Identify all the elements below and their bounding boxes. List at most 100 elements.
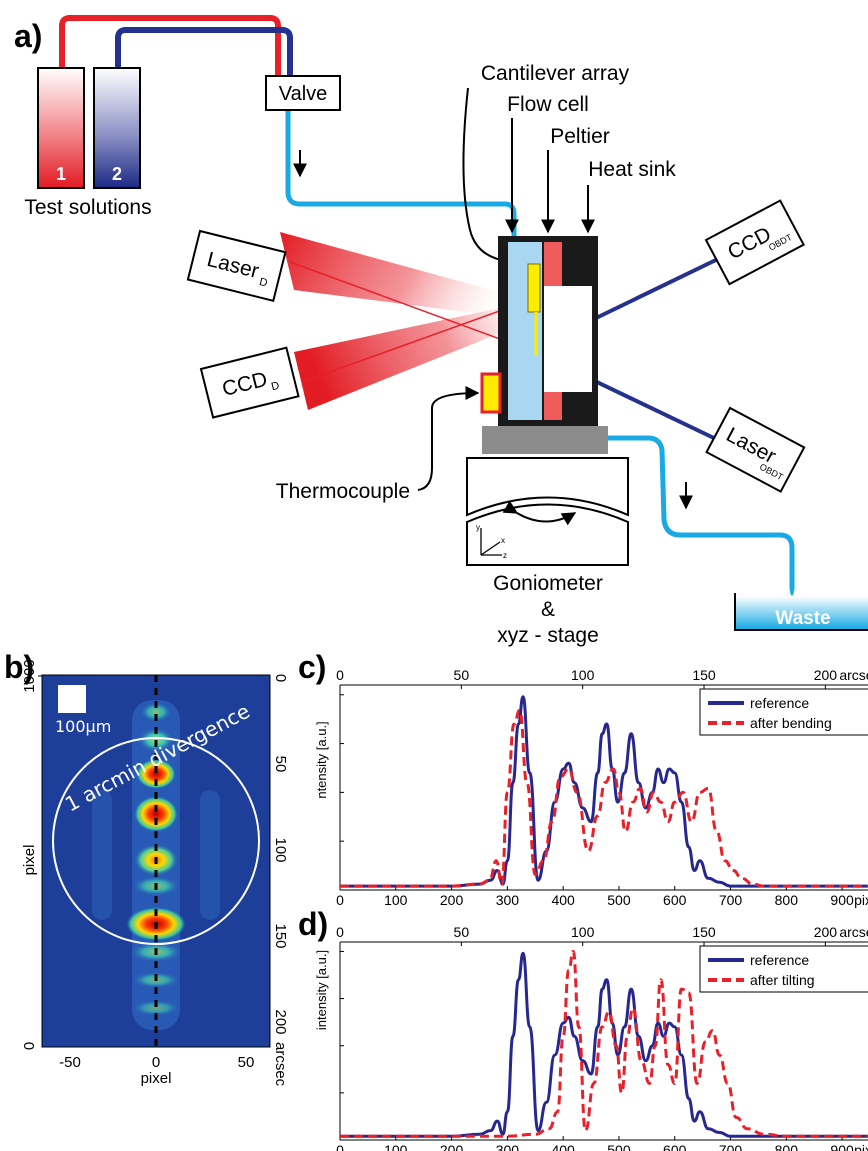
red-tube: [59, 15, 281, 112]
chart-c-xtick-label-0: 0: [336, 892, 344, 908]
panel-b-image: b) 100μm 1 arcmin divergence 1000 0 pixe…: [4, 649, 289, 1087]
scalebar-label: 100μm: [55, 717, 111, 736]
panel-a-setup: a) 1 2 Test solutions Valve Cantilever a…: [14, 15, 868, 647]
ccd-d-subscript: D: [270, 380, 281, 394]
spot-10: [140, 702, 172, 722]
chart-d-toptick-label-150: 150: [692, 924, 716, 940]
cantilever-pointer: [462, 87, 522, 269]
chart-c-toptick-label-50: 50: [454, 667, 470, 683]
chart-c-series-1: [340, 708, 868, 888]
chart-c-series-0: [340, 695, 868, 888]
flow-cell-label: Flow cell: [507, 93, 589, 116]
chart-d-series-1: [339, 949, 868, 1138]
image-bottom-tick-50: 50: [238, 1054, 255, 1071]
ccd-d-beam: [294, 302, 528, 410]
scalebar-square: [58, 685, 86, 713]
waste-label: Waste: [775, 608, 830, 629]
test-solutions-label: Test solutions: [24, 196, 151, 219]
chart-c-legend-label-0: reference: [750, 695, 809, 711]
laser-d-subscript: D: [258, 276, 269, 290]
chart-d-toptick-label-200: 200: [814, 924, 838, 940]
spot-8: [136, 759, 176, 789]
chart-c-xtick-label-300: 300: [496, 892, 520, 908]
chart-c-top-unit: arcsec: [839, 667, 868, 683]
peltier-label: Peltier: [550, 125, 610, 148]
heat-sink-label: Heat sink: [588, 158, 676, 181]
chart-c-xtick-label-600: 600: [663, 892, 687, 908]
chart-d-xtick-label-0: 0: [336, 1142, 344, 1151]
chart-d-xtick-label-800: 800: [775, 1142, 799, 1151]
image-left-tick-0: 0: [21, 1042, 38, 1050]
chart-d-xtick-label-700: 700: [719, 1142, 743, 1151]
heat-sink-cavity: [544, 286, 592, 392]
stage-label: xyz - stage: [497, 624, 599, 647]
laser-d-box: Laser D: [186, 229, 287, 303]
chart-d-toptick-label-50: 50: [454, 924, 470, 940]
test-tube-1: [37, 67, 85, 189]
thermocouple: [480, 372, 502, 414]
chart-d-plot: 0 100 200 300 400 500 600 700 800 900pixe 0 50 100 15…: [336, 924, 868, 1151]
chart-c-toptick-label-0: 0: [336, 667, 344, 683]
chart-c-ylabel: ntensity [a.u.]: [314, 721, 329, 798]
chart-d-xtick-label-100: 100: [384, 1142, 408, 1151]
chart-d-legend-label-0: reference: [750, 952, 809, 968]
chart-c-xtick-label-200: 200: [440, 892, 464, 908]
chart-d-xtick-label-300: 300: [496, 1142, 520, 1151]
cantilever-array: [527, 263, 541, 313]
image-bottom-tick-0: 0: [152, 1054, 160, 1071]
chart-c-plot: 0 100 200 300 400 500 600 700 800 900pixe 0 50 100 15…: [336, 667, 868, 908]
chart-d-legend-box: [699, 945, 868, 993]
chart-d-xtick-label-200: 200: [440, 1142, 464, 1151]
chart-d-xtick-label-400: 400: [551, 1142, 575, 1151]
chart-c-xtick-label-900: 900: [830, 892, 854, 908]
panel-a-label: a): [14, 18, 42, 54]
chart-d-x-unit: pixe: [854, 1142, 868, 1151]
valve-box: [265, 75, 341, 111]
chart-c-legend-label-1: after bending: [750, 715, 832, 731]
cyan-inlet-tube: [285, 110, 517, 238]
divergence-circle: [52, 737, 260, 945]
axis-z-label: z: [503, 551, 507, 560]
chart-c-xtick-label-100: 100: [384, 892, 408, 908]
chart-c-xtick-label-800: 800: [775, 892, 799, 908]
image-bottom-tick-neg50: -50: [59, 1054, 81, 1071]
image-right-tick-0: 0: [272, 674, 289, 682]
beam-image-side-glow-left: [92, 790, 112, 920]
peltier-top: [544, 242, 562, 286]
chart-d-xtick-label-500: 500: [607, 1142, 631, 1151]
xyz-stage-top: [482, 426, 608, 454]
spot-7: [134, 796, 178, 832]
image-right-tick-100: 100: [272, 837, 289, 862]
panel-c-label: c): [298, 649, 326, 685]
chart-d-ylabel: intensity [a.u.]: [314, 950, 329, 1030]
ccd-d-ray: [301, 299, 531, 383]
axis-y-label: y: [476, 523, 480, 532]
chart-d-legend-label-1: after tilting: [750, 972, 815, 988]
spot-1: [132, 1000, 180, 1016]
chart-d-series-0: [339, 951, 868, 1138]
thermocouple-pointer: [417, 386, 480, 491]
chart-d-toptick-label-100: 100: [571, 924, 595, 940]
axis-x-label: x: [501, 536, 505, 545]
image-left-axis-label: pixel: [21, 845, 38, 876]
beam-image-content: [52, 675, 260, 1047]
peltier-bottom: [544, 392, 562, 420]
chart-d-xtick-label-600: 600: [663, 1142, 687, 1151]
ccd-obdt-box: CCD OBDT: [704, 199, 805, 286]
laser-d-ray: [289, 261, 531, 351]
image-left-tick-1000: 1000: [21, 659, 38, 692]
laser-d-beam: [280, 232, 528, 320]
test-tube-2-label: 2: [112, 164, 122, 184]
waste-drop: [790, 584, 794, 596]
ccd-d-box: CCD D: [199, 346, 300, 419]
chart-d-xtick-label-900: 900: [830, 1142, 854, 1151]
chart-c-toptick-label-100: 100: [571, 667, 595, 683]
axis-triad: y x z: [476, 523, 507, 560]
panel-d-chart: d) intensity [a.u.] 0 100 200 300 400 500 600 7…: [298, 906, 868, 1151]
test-tube-2: [93, 67, 141, 189]
chart-c-x-unit: pixe: [854, 892, 868, 908]
panel-c-chart: c) ntensity [a.u.] 0 100 200 300 400 500 600 70…: [298, 649, 868, 908]
panel-b-label: b): [4, 649, 34, 685]
test-tube-1-label: 1: [56, 164, 66, 184]
chart-c-xtick-label-700: 700: [719, 892, 743, 908]
